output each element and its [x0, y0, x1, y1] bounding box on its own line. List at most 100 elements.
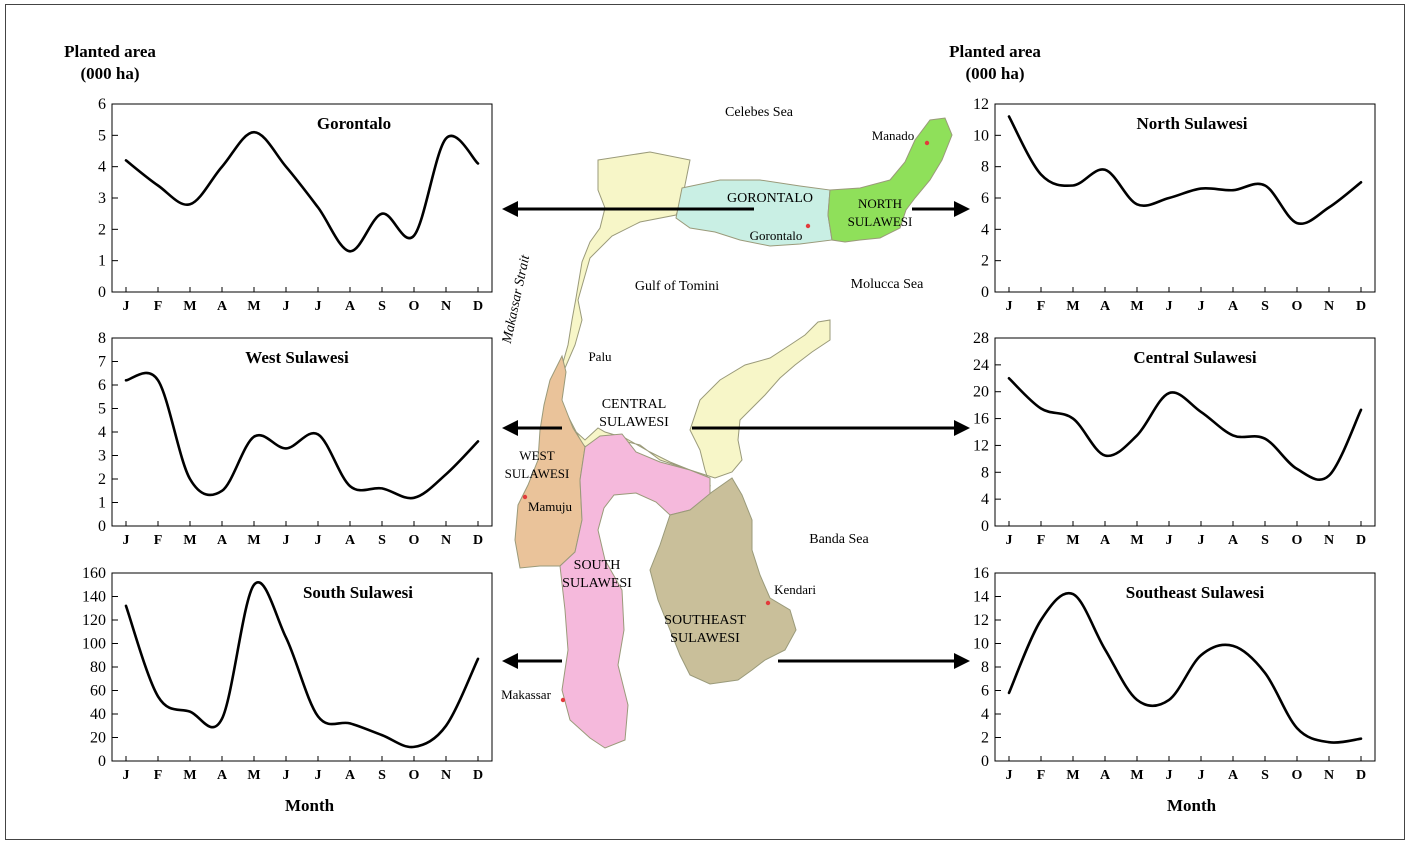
x-tick-label: S — [378, 768, 386, 783]
x-tick-label: S — [1261, 533, 1269, 548]
map-label-south-sulawesi-1: SOUTH — [574, 558, 621, 573]
chart-gorontalo: 0 1 2 3 4 5 6 J F M A M J J A S O N D Gorontalo — [98, 96, 493, 314]
x-tick-label: J — [123, 768, 130, 783]
y-tick-label: 14 — [973, 589, 989, 606]
x-tick-label: J — [123, 299, 130, 314]
y-tick-label: 12 — [973, 437, 989, 454]
x-tick-label: J — [1166, 299, 1173, 314]
y-tick-label: 8 — [981, 464, 989, 481]
city-marker-kendari — [765, 600, 771, 606]
y-axis-label-left-line2: (000 ha) — [80, 64, 140, 83]
region-north-sulawesi — [827, 117, 953, 243]
chart-west-sulawesi: 0 1 2 3 4 5 6 7 8 J F M A M J J A S O N D West Sulawesi — [98, 330, 493, 548]
map-label-gorontalo-city: Gorontalo — [750, 228, 803, 243]
y-axis-label-right-line2: (000 ha) — [965, 64, 1025, 83]
y-tick-label: 5 — [98, 127, 106, 144]
map-label-west-sulawesi-2: SULAWESI — [505, 466, 570, 481]
y-tick-label: 6 — [981, 190, 989, 207]
y-tick-label: 3 — [98, 190, 106, 207]
x-tick-label: A — [345, 299, 356, 314]
map-label-southeast-sulawesi-1: SOUTHEAST — [664, 613, 746, 628]
y-tick-label: 80 — [90, 659, 106, 676]
y-tick-label: 8 — [98, 330, 106, 347]
x-tick-label: N — [441, 533, 451, 548]
x-tick-label: J — [1198, 299, 1205, 314]
y-tick-label: 140 — [82, 589, 106, 606]
y-tick-label: 120 — [82, 612, 106, 629]
arrow-head-north-sulawesi — [954, 201, 970, 217]
chart-title: Southeast Sulawesi — [1126, 583, 1265, 602]
y-tick-label: 20 — [973, 384, 989, 401]
y-tick-label: 5 — [98, 401, 106, 418]
x-tick-label: M — [183, 533, 196, 548]
map-label-celebes-sea: Celebes Sea — [725, 105, 794, 120]
arrows — [502, 201, 970, 669]
map-label-north-sulawesi-2: SULAWESI — [848, 214, 913, 229]
x-tick-label: D — [1356, 768, 1366, 783]
y-tick-label: 160 — [82, 565, 106, 582]
series-line — [124, 371, 480, 500]
y-tick-label: 0 — [981, 753, 989, 770]
y-tick-label: 4 — [98, 424, 106, 441]
x-tick-label: A — [1228, 299, 1239, 314]
chart-title: Gorontalo — [317, 114, 391, 133]
figure-frame — [5, 4, 1405, 840]
x-axis-label-left: Month — [285, 796, 335, 815]
x-tick-label: J — [1166, 533, 1173, 548]
map-label-central-sulawesi-1: CENTRAL — [602, 397, 667, 412]
x-tick-label: N — [1324, 533, 1334, 548]
x-tick-label: J — [1166, 768, 1173, 783]
x-tick-label: A — [217, 533, 228, 548]
chart-title: West Sulawesi — [245, 348, 349, 367]
city-marker-manado — [924, 140, 930, 146]
y-tick-label: 7 — [98, 354, 106, 371]
chart-central-sulawesi: 0 4 8 12 16 20 24 28 J F M A M J J A S O N D Central Sulawes… — [973, 330, 1376, 548]
y-tick-label: 12 — [973, 96, 989, 113]
x-tick-label: N — [1324, 299, 1334, 314]
region-gorontalo — [675, 179, 833, 247]
x-tick-label: O — [409, 299, 420, 314]
x-tick-label: D — [473, 533, 483, 548]
y-tick-label: 4 — [98, 159, 106, 176]
x-tick-label: N — [1324, 768, 1334, 783]
arrow-head-west-sulawesi — [502, 420, 518, 436]
x-tick-label: M — [1130, 299, 1143, 314]
x-tick-label: J — [1198, 533, 1205, 548]
y-tick-label: 20 — [90, 730, 106, 747]
map-label-southeast-sulawesi-2: SULAWESI — [670, 631, 740, 646]
y-tick-label: 2 — [981, 253, 989, 270]
x-tick-label: S — [1261, 299, 1269, 314]
chart-title: South Sulawesi — [303, 583, 413, 602]
y-axis-label-right: Planted area (000 ha) — [925, 41, 1065, 85]
x-tick-label: D — [473, 299, 483, 314]
x-tick-label: A — [345, 768, 356, 783]
y-tick-label: 1 — [98, 253, 106, 270]
map-label-manado: Manado — [872, 128, 915, 143]
x-tick-label: M — [1066, 299, 1079, 314]
chart-south-sulawesi: 0 20 40 60 80 100 120 140 160 J F M A M J J A S O N D South S… — [82, 565, 493, 783]
map-label-gulf-of-tomini: Gulf of Tomini — [635, 279, 719, 294]
x-tick-label: J — [315, 299, 322, 314]
y-tick-label: 12 — [973, 612, 989, 629]
x-tick-label: M — [247, 299, 260, 314]
chart-title: Central Sulawesi — [1133, 348, 1257, 367]
arrow-head-southeast-sulawesi — [954, 653, 970, 669]
arrow-head-central-sulawesi — [954, 420, 970, 436]
x-tick-label: N — [441, 768, 451, 783]
x-tick-label: S — [1261, 768, 1269, 783]
x-tick-label: A — [1100, 533, 1111, 548]
region-west-sulawesi — [514, 354, 586, 569]
x-tick-label: J — [123, 533, 130, 548]
map-label-south-sulawesi-2: SULAWESI — [562, 576, 632, 591]
y-tick-label: 24 — [973, 357, 989, 374]
y-tick-label: 10 — [973, 127, 989, 144]
y-axis-label-left-line1: Planted area — [64, 42, 156, 61]
y-tick-label: 4 — [981, 706, 989, 723]
map-label-molucca-sea: Molucca Sea — [851, 277, 924, 292]
x-tick-label: S — [378, 533, 386, 548]
x-tick-label: J — [1006, 533, 1013, 548]
y-tick-label: 10 — [973, 636, 989, 653]
x-tick-label: M — [1066, 533, 1079, 548]
series-line — [1007, 591, 1363, 744]
x-tick-label: J — [283, 299, 290, 314]
